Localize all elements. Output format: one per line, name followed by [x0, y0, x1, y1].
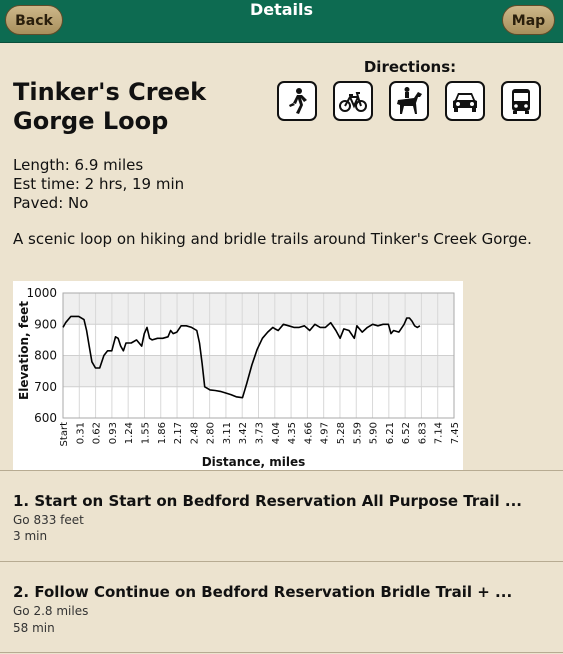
bus-directions-button[interactable] [501, 81, 541, 121]
car-icon [453, 93, 477, 112]
x-tick-label: 4.66 [303, 422, 314, 444]
step-distance: Go 833 feet [13, 513, 84, 527]
divider [0, 470, 563, 471]
x-tick-label: 2.80 [206, 422, 217, 444]
step-title: 1. Start on Start on Bedford Reservation… [13, 492, 522, 510]
bike-directions-button[interactable] [333, 81, 373, 121]
x-tick-label: 0.93 [108, 422, 119, 444]
step-title: 2. Follow Continue on Bedford Reservatio… [13, 583, 513, 601]
trail-length: Length: 6.9 miles [13, 156, 144, 174]
y-tick-label: 800 [34, 349, 57, 363]
trail-paved: Paved: No [13, 194, 89, 212]
map-button[interactable]: Map [502, 5, 555, 35]
walk-icon [289, 88, 307, 114]
x-tick-label: 0.31 [75, 422, 86, 444]
x-tick-label: 2.17 [173, 422, 184, 444]
x-tick-label: 1.86 [157, 422, 168, 444]
directions-label: Directions: [363, 58, 457, 76]
step-time: 3 min [13, 529, 48, 543]
bike-icon [339, 92, 367, 112]
x-tick-label: 7.45 [450, 422, 461, 444]
x-tick-label: 3.11 [222, 422, 233, 444]
elevation-chart: 1000 900 800 700 600 Start 0.31 0.62 0.93 1.24 1.5… [13, 281, 463, 470]
divider [0, 561, 563, 562]
x-tick-label: 5.90 [369, 422, 380, 444]
x-tick-label: 4.04 [271, 422, 282, 444]
y-tick-label: 600 [34, 411, 57, 425]
trail-est-time: Est time: 2 hrs, 19 min [13, 175, 185, 193]
x-tick-label: 4.35 [287, 422, 298, 444]
divider [0, 652, 563, 653]
navigation-bar: Details Back Map [0, 0, 563, 43]
bus-icon [512, 89, 530, 114]
x-tick-label: 4.97 [320, 422, 331, 444]
x-tick-label: 6.52 [401, 422, 412, 444]
x-tick-label: 0.62 [92, 422, 103, 444]
x-tick-label: 3.42 [238, 422, 249, 444]
x-tick-label: 1.55 [140, 422, 151, 444]
car-directions-button[interactable] [445, 81, 485, 121]
x-tick-label: 6.83 [417, 422, 428, 444]
x-axis-label: Distance, miles [202, 455, 306, 469]
chart-frame [62, 292, 455, 419]
trail-name: Tinker's Creek Gorge Loop [13, 78, 207, 135]
x-tick-label: 5.28 [336, 422, 347, 444]
step-distance: Go 2.8 miles [13, 604, 89, 618]
x-tick-label: 1.24 [124, 422, 135, 444]
trail-description: A scenic loop on hiking and bridle trail… [13, 230, 532, 248]
x-tick-label: 6.21 [385, 422, 396, 444]
x-tick-label: Start [59, 422, 70, 447]
y-tick-label: 900 [34, 317, 57, 331]
walk-directions-button[interactable] [277, 81, 317, 121]
horse-directions-button[interactable] [389, 81, 429, 121]
x-tick-label: 2.48 [189, 422, 200, 444]
step-time: 58 min [13, 621, 55, 635]
page-title: Details [249, 0, 314, 19]
horse-icon [397, 87, 422, 114]
y-tick-label: 700 [34, 380, 57, 394]
x-tick-label: 3.73 [255, 422, 266, 444]
y-tick-label: 1000 [26, 286, 57, 300]
back-button[interactable]: Back [5, 5, 63, 35]
y-axis-label: Elevation, feet [17, 301, 31, 400]
elevation-series-line [62, 315, 421, 399]
x-tick-label: 7.14 [434, 422, 445, 444]
x-tick-label: 5.59 [352, 422, 363, 444]
